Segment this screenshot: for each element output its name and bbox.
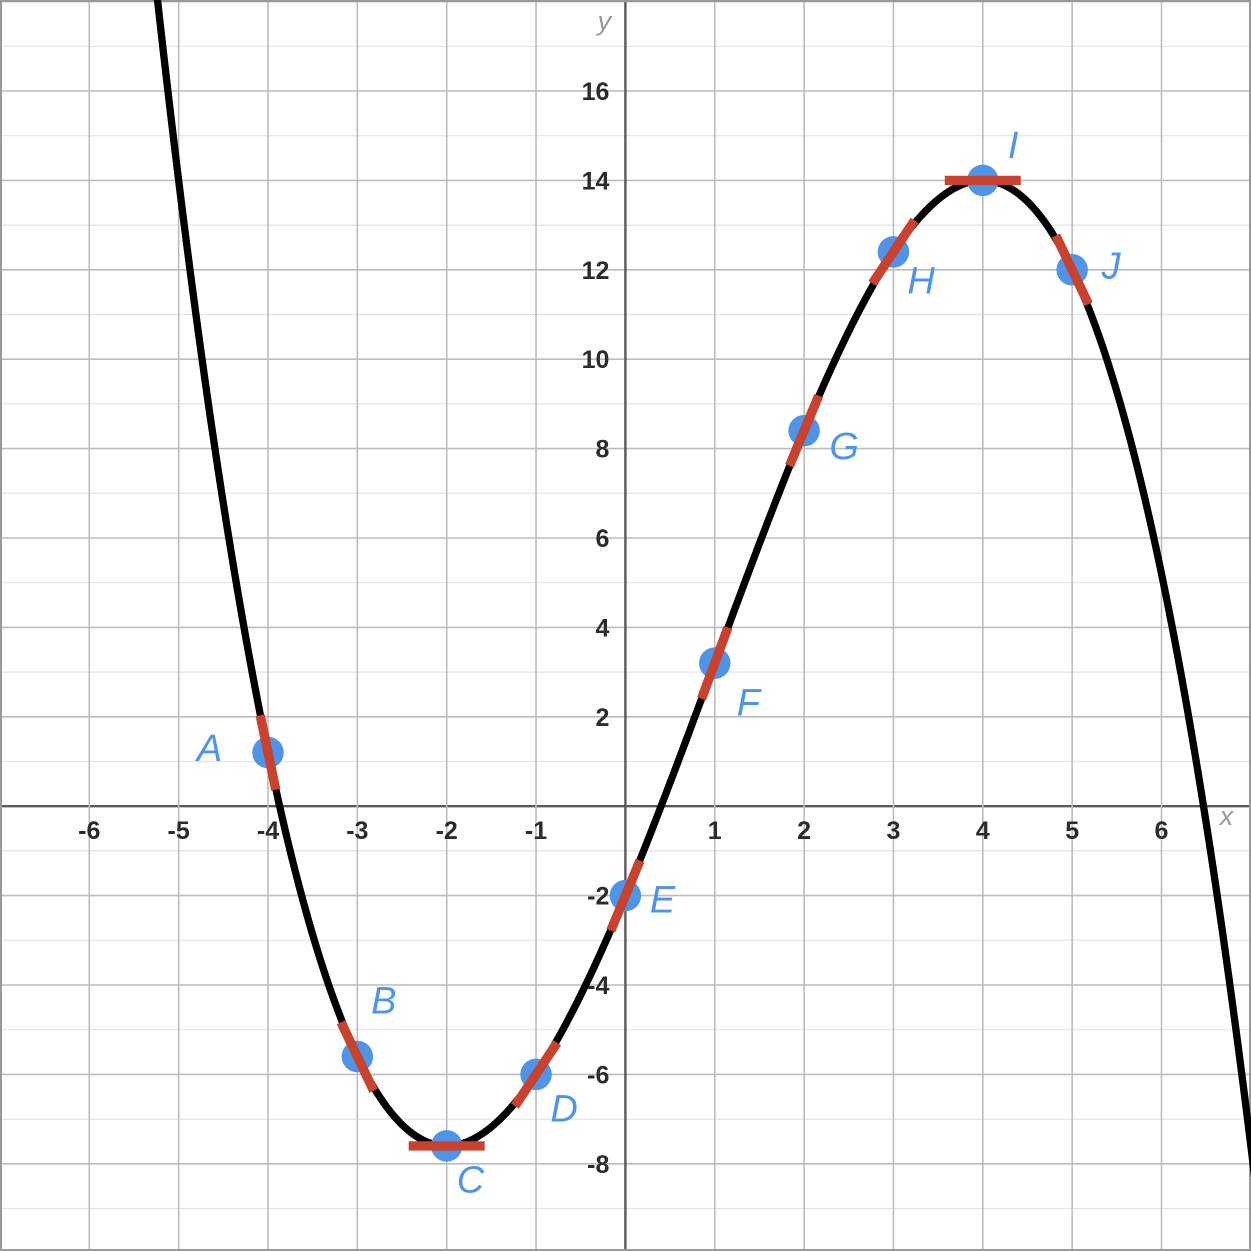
svg-text:-2: -2 [587,883,609,911]
svg-text:B: B [371,981,396,1023]
svg-text:C: C [457,1160,485,1202]
svg-text:G: G [829,426,859,468]
svg-text:-6: -6 [587,1061,609,1089]
svg-text:8: 8 [595,436,609,464]
svg-text:12: 12 [582,257,610,285]
svg-text:-1: -1 [525,817,547,845]
svg-text:I: I [1008,125,1019,167]
svg-text:E: E [650,879,676,921]
svg-text:-6: -6 [78,817,100,845]
svg-text:6: 6 [595,525,609,553]
svg-text:y: y [596,6,613,36]
svg-text:10: 10 [582,346,610,374]
svg-text:4: 4 [595,614,609,642]
svg-text:1: 1 [708,817,722,845]
svg-text:-8: -8 [587,1151,609,1179]
svg-text:J: J [1101,245,1122,287]
svg-text:14: 14 [582,167,610,195]
svg-text:3: 3 [886,817,900,845]
svg-text:2: 2 [797,817,811,845]
svg-text:5: 5 [1065,817,1079,845]
svg-text:x: x [1218,801,1235,831]
svg-text:F: F [737,682,762,724]
svg-text:-3: -3 [346,817,368,845]
svg-text:-4: -4 [257,817,279,845]
svg-text:-5: -5 [168,817,190,845]
svg-text:D: D [550,1089,577,1131]
svg-text:-2: -2 [436,817,458,845]
svg-text:6: 6 [1155,817,1169,845]
svg-text:4: 4 [976,817,990,845]
svg-text:A: A [195,728,222,770]
svg-text:16: 16 [582,78,610,106]
svg-text:2: 2 [595,704,609,732]
svg-text:H: H [907,260,935,302]
